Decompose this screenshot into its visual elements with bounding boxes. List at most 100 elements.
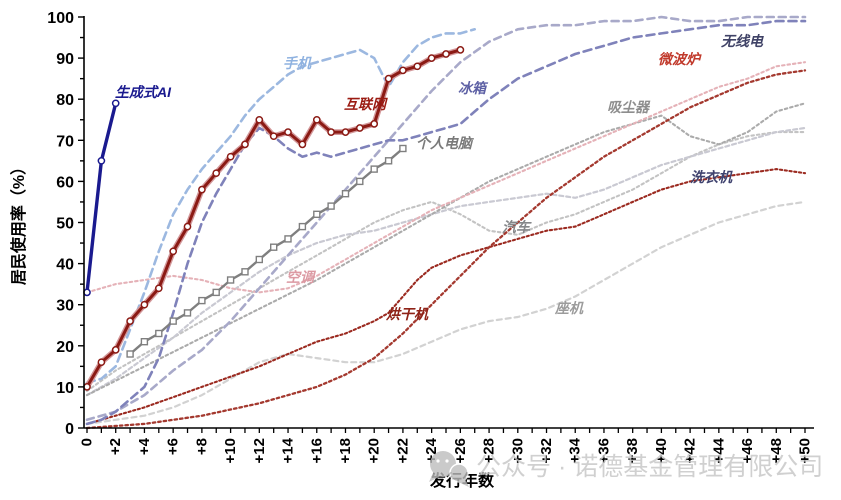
series-label-microwave: 微波炉 — [658, 51, 702, 67]
x-tick-label: +32 — [538, 438, 555, 463]
marker-pc — [169, 317, 177, 325]
y-tick-label: 70 — [56, 133, 74, 150]
y-tick-label: 60 — [56, 174, 74, 191]
marker-internet — [241, 140, 249, 149]
series-line-landline — [85, 200, 807, 425]
series-line-vacuum — [85, 102, 807, 397]
series-line-radio — [85, 15, 807, 422]
y-tick-label: 40 — [56, 257, 74, 274]
series-label-genai: 生成式AI — [115, 84, 172, 100]
x-tick-label: +44 — [710, 437, 727, 463]
x-tick-label: +16 — [308, 438, 325, 463]
marker-internet — [442, 50, 450, 58]
series-label-car: 汽车 — [502, 219, 532, 235]
marker-internet — [355, 124, 364, 132]
marker-genai — [111, 99, 120, 108]
marker-internet — [111, 346, 120, 354]
series-line-genai — [85, 101, 118, 295]
marker-pc — [399, 144, 407, 153]
marker-internet — [427, 54, 436, 62]
marker-internet — [83, 383, 91, 391]
series-line-mobile — [85, 27, 477, 385]
x-tick-label: +40 — [653, 438, 670, 463]
y-tick-label: 100 — [47, 10, 74, 27]
marker-internet — [255, 115, 264, 124]
marker-internet — [384, 74, 393, 83]
series-line-internet — [85, 48, 462, 389]
y-tick-label: 80 — [56, 92, 74, 109]
x-tick-label: +28 — [481, 438, 498, 463]
x-tick-label: +6 — [165, 438, 182, 455]
marker-internet — [183, 222, 192, 231]
x-tick-label: +48 — [768, 438, 785, 463]
y-tick-label: 90 — [56, 51, 74, 68]
marker-internet — [284, 128, 292, 136]
x-tick-label: +4 — [136, 437, 153, 455]
marker-internet — [169, 247, 178, 256]
x-tick-label: +38 — [624, 438, 641, 463]
series-label-pc: 个人电脑 — [416, 135, 474, 151]
x-tick-label: +14 — [280, 437, 297, 463]
marker-pc — [183, 309, 192, 317]
marker-internet — [341, 128, 350, 136]
marker-internet — [298, 140, 307, 149]
marker-pc — [384, 157, 393, 165]
axis-layer: 0 10 20 30 40 50 60 70 80 90 100 0 +2 +4 +6 +8 +10 +12 +14… — [47, 10, 814, 463]
marker-pc — [298, 222, 307, 231]
marker-internet — [198, 185, 206, 194]
series-label-vacuum: 吸尘器 — [607, 99, 651, 115]
marker-pc — [212, 288, 220, 297]
wechat-bubbles-icon — [429, 451, 469, 487]
y-tick-label: 20 — [56, 339, 74, 356]
marker-pc — [284, 235, 292, 243]
x-tick-label: +22 — [394, 438, 411, 463]
marker-internet — [212, 169, 221, 178]
x-tick-label: +42 — [682, 438, 699, 463]
y-axis-title: 居民使用率（%） — [9, 159, 28, 285]
x-tick-label: +36 — [595, 438, 612, 463]
series-layer — [83, 15, 807, 430]
marker-internet — [226, 152, 235, 161]
marker-pc — [155, 329, 163, 338]
x-tick-label: +18 — [337, 438, 354, 463]
x-tick-label: +10 — [222, 438, 239, 463]
marker-pc — [126, 350, 134, 358]
series-label-radio: 无线电 — [720, 33, 764, 49]
x-tick-label: +20 — [366, 438, 383, 463]
x-tick-label: +2 — [107, 438, 124, 455]
series-label-internet: 互联网 — [344, 96, 388, 112]
series-line-fridge — [85, 19, 807, 426]
marker-pc — [140, 338, 149, 346]
marker-pc — [370, 165, 378, 173]
marker-internet — [97, 358, 106, 367]
marker-internet — [126, 317, 134, 325]
marker-pc — [255, 255, 263, 264]
series-label-mobile: 手机 — [283, 55, 312, 71]
marker-internet — [327, 128, 335, 136]
marker-pc — [356, 177, 364, 186]
x-tick-label: +8 — [193, 438, 210, 455]
marker-pc — [313, 210, 321, 219]
marker-internet — [413, 62, 422, 71]
x-tick-label: 0 — [79, 438, 96, 446]
watermark-text: 公众号 · 诺德基金管理有限公司 — [476, 453, 823, 481]
series-label-fridge: 冰箱 — [458, 80, 489, 96]
marker-genai — [97, 156, 106, 165]
marker-internet — [269, 132, 278, 141]
watermark: 公众号 · 诺德基金管理有限公司 — [429, 451, 823, 487]
x-tick-label: +50 — [797, 438, 814, 463]
marker-pc — [327, 202, 335, 210]
y-tick-label: 10 — [56, 380, 74, 397]
x-tick-label: +12 — [251, 438, 268, 463]
marker-internet — [370, 120, 379, 128]
x-tick-label: +30 — [509, 438, 526, 463]
marker-pc — [270, 243, 278, 251]
series-label-washer: 洗衣机 — [690, 169, 733, 185]
marker-pc — [198, 296, 206, 305]
marker-internet — [399, 66, 407, 75]
series-line-microwave — [85, 69, 807, 430]
series-line-dryer — [85, 168, 807, 425]
